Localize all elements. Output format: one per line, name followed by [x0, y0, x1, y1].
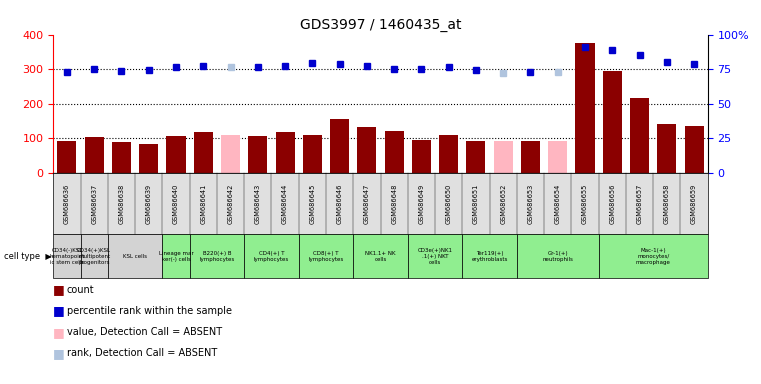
Text: GSM686640: GSM686640 — [173, 183, 179, 224]
Bar — [139, 144, 158, 173]
Text: CD4(+) T
lymphocytes: CD4(+) T lymphocytes — [254, 251, 289, 262]
Title: GDS3997 / 1460435_at: GDS3997 / 1460435_at — [300, 18, 461, 32]
Text: GSM686641: GSM686641 — [200, 184, 206, 223]
Text: GSM686652: GSM686652 — [500, 183, 506, 224]
Bar — [630, 99, 649, 173]
Text: ■: ■ — [53, 283, 65, 296]
Bar — [439, 136, 458, 173]
Text: rank, Detection Call = ABSENT: rank, Detection Call = ABSENT — [67, 348, 217, 358]
Text: GSM686650: GSM686650 — [446, 183, 452, 224]
Bar — [221, 135, 240, 173]
Text: ■: ■ — [53, 305, 65, 318]
Text: CD34(-)KSL
hematopoiet
ic stem cells: CD34(-)KSL hematopoiet ic stem cells — [49, 248, 84, 265]
Text: GSM686649: GSM686649 — [419, 184, 425, 223]
Text: GSM686658: GSM686658 — [664, 183, 670, 224]
Text: GSM686644: GSM686644 — [282, 183, 288, 224]
Bar — [112, 142, 131, 173]
Bar — [84, 137, 103, 173]
Text: KSL cells: KSL cells — [123, 254, 147, 259]
Bar — [358, 127, 377, 173]
Bar — [548, 141, 567, 173]
Bar — [685, 126, 704, 173]
Text: GSM686637: GSM686637 — [91, 184, 97, 223]
Bar — [603, 71, 622, 173]
Bar — [466, 141, 486, 173]
Text: GSM686656: GSM686656 — [610, 183, 616, 224]
Text: Lineage mar
ker(-) cells: Lineage mar ker(-) cells — [158, 251, 193, 262]
Text: GSM686639: GSM686639 — [145, 184, 151, 223]
Text: CD34(+)KSL
multipotent
progenitors: CD34(+)KSL multipotent progenitors — [77, 248, 111, 265]
Text: NK1.1+ NK
cells: NK1.1+ NK cells — [365, 251, 396, 262]
Text: GSM686638: GSM686638 — [119, 184, 125, 223]
Bar — [194, 132, 213, 173]
Text: GSM686643: GSM686643 — [255, 184, 261, 223]
Text: Ter119(+)
erythroblasts: Ter119(+) erythroblasts — [471, 251, 508, 262]
Text: percentile rank within the sample: percentile rank within the sample — [67, 306, 232, 316]
Text: GSM686636: GSM686636 — [64, 184, 70, 223]
Text: value, Detection Call = ABSENT: value, Detection Call = ABSENT — [67, 327, 222, 337]
Bar — [658, 124, 677, 173]
Bar — [57, 141, 76, 173]
Text: ■: ■ — [53, 326, 65, 339]
Text: GSM686657: GSM686657 — [636, 183, 642, 224]
Text: GSM686654: GSM686654 — [555, 183, 561, 224]
Text: GSM686651: GSM686651 — [473, 184, 479, 223]
Bar — [275, 132, 295, 173]
Text: GSM686645: GSM686645 — [309, 183, 315, 224]
Text: GSM686653: GSM686653 — [527, 184, 533, 223]
Bar — [167, 136, 186, 173]
Text: Mac-1(+)
monocytes/
macrophage: Mac-1(+) monocytes/ macrophage — [635, 248, 670, 265]
Text: B220(+) B
lymphocytes: B220(+) B lymphocytes — [199, 251, 234, 262]
Bar — [494, 141, 513, 173]
Bar — [330, 119, 349, 173]
Text: ■: ■ — [53, 347, 65, 360]
Bar — [303, 135, 322, 173]
Text: Gr-1(+)
neutrophils: Gr-1(+) neutrophils — [543, 251, 573, 262]
Text: count: count — [67, 285, 94, 295]
Text: GSM686647: GSM686647 — [364, 183, 370, 224]
Bar — [248, 136, 267, 173]
Text: GSM686655: GSM686655 — [582, 183, 588, 224]
Text: GSM686648: GSM686648 — [391, 183, 397, 224]
Text: CD3e(+)NK1
.1(+) NKT
cells: CD3e(+)NK1 .1(+) NKT cells — [418, 248, 453, 265]
Text: CD8(+) T
lymphocytes: CD8(+) T lymphocytes — [308, 251, 343, 262]
Bar — [575, 43, 594, 173]
Bar — [521, 141, 540, 173]
Bar — [384, 131, 403, 173]
Text: GSM686642: GSM686642 — [228, 183, 234, 224]
Text: cell type  ▶: cell type ▶ — [4, 252, 52, 261]
Text: GSM686659: GSM686659 — [691, 184, 697, 223]
Bar — [412, 140, 431, 173]
Text: GSM686646: GSM686646 — [336, 183, 342, 224]
